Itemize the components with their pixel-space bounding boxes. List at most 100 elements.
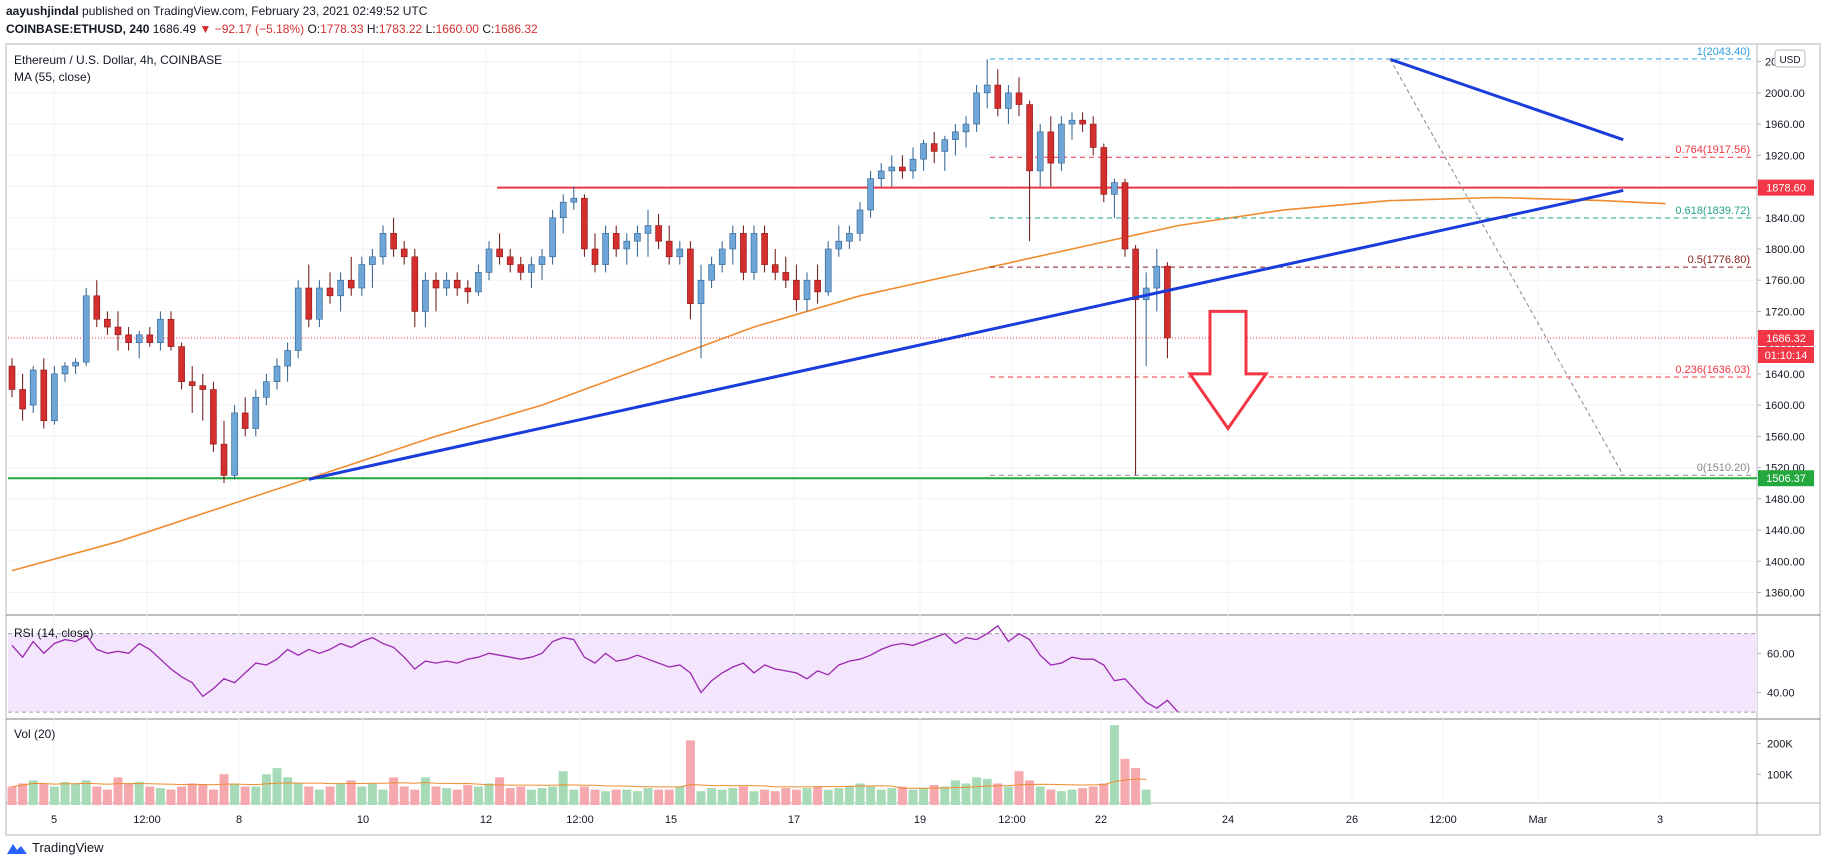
candle xyxy=(750,225,758,281)
volume-bar xyxy=(219,774,229,805)
open-value: 1778.33 xyxy=(320,22,364,36)
candle xyxy=(623,233,631,265)
volume-bar xyxy=(113,777,123,805)
candle-body xyxy=(559,201,567,219)
candle-body xyxy=(687,248,694,304)
candle xyxy=(920,139,927,171)
volume-bar xyxy=(738,786,748,805)
candle xyxy=(178,342,185,390)
candle xyxy=(528,256,535,289)
candle-body xyxy=(210,389,217,445)
candle xyxy=(983,59,991,109)
candle-body xyxy=(793,279,800,301)
candle xyxy=(1047,116,1055,187)
candle xyxy=(411,248,419,328)
last-price: 1686.49 xyxy=(152,22,197,36)
candle-body xyxy=(496,248,503,258)
volume-bar xyxy=(643,788,653,805)
ma55-line xyxy=(11,196,1666,572)
volume-bar xyxy=(71,783,81,805)
candle xyxy=(1153,248,1161,312)
fib-guide-line xyxy=(1389,58,1624,476)
volume-bar xyxy=(134,781,144,805)
volume-bar xyxy=(675,786,685,805)
volume-bar xyxy=(1046,789,1056,805)
candle xyxy=(1058,116,1065,171)
time-tick-label: Mar xyxy=(1529,814,1548,826)
volume-bar xyxy=(325,786,335,805)
candle-body xyxy=(188,381,196,386)
candle-body xyxy=(612,233,620,250)
candle-body xyxy=(157,318,164,343)
volume-bar xyxy=(39,783,49,805)
falling-trendline xyxy=(1389,57,1624,142)
candle-body xyxy=(1036,131,1044,172)
publish-info: aayushjindal published on TradingView.co… xyxy=(6,4,427,18)
candle-body xyxy=(390,233,397,250)
volume-bar xyxy=(1141,789,1151,805)
candle-body xyxy=(369,256,376,265)
volume-bar xyxy=(993,783,1003,805)
volume-bar xyxy=(378,789,388,805)
candle-body xyxy=(1058,123,1065,164)
candle xyxy=(581,194,588,257)
candle-body xyxy=(983,84,991,94)
candle xyxy=(19,373,26,421)
price-tick-label: 1480.00 xyxy=(1765,494,1805,506)
candle xyxy=(602,225,609,273)
candle xyxy=(782,256,790,289)
open-label: O: xyxy=(307,22,321,36)
candle-body xyxy=(231,412,238,476)
candle xyxy=(538,248,546,281)
volume-bar xyxy=(558,771,568,805)
volume-bar xyxy=(1088,786,1098,805)
candle-body xyxy=(411,256,419,312)
volume-bar xyxy=(781,788,791,805)
volume-bar xyxy=(81,780,91,805)
candle xyxy=(29,366,37,413)
candle-body xyxy=(549,217,556,258)
candle-body xyxy=(125,334,132,343)
candle xyxy=(93,280,101,328)
candle-body xyxy=(962,123,970,133)
candle-body xyxy=(835,240,843,250)
volume-bar xyxy=(823,789,833,805)
volume-bar xyxy=(516,786,526,805)
volume-bar xyxy=(622,789,632,805)
candle xyxy=(1111,178,1118,218)
candle-body xyxy=(241,412,249,429)
publisher-name[interactable]: aayushjindal xyxy=(6,4,79,18)
candle xyxy=(146,327,154,347)
fib-level-label: 0.236(1636.03) xyxy=(1675,364,1750,376)
rsi-indicator-label: RSI (14, close) xyxy=(14,626,93,640)
candle-body xyxy=(61,365,69,375)
candle xyxy=(697,264,705,359)
currency-button[interactable]: USD xyxy=(1774,49,1806,68)
candle xyxy=(390,217,397,257)
candle xyxy=(1121,178,1129,257)
candle xyxy=(941,135,949,171)
volume-bar xyxy=(1056,791,1066,805)
time-tick-label: 26 xyxy=(1346,814,1358,826)
volume-bar xyxy=(760,789,770,805)
volume-bar xyxy=(166,789,176,805)
candle-body xyxy=(1047,131,1055,164)
change-down-icon: ▼ xyxy=(199,22,212,36)
volume-bar xyxy=(897,786,907,805)
volume-bar xyxy=(802,788,812,805)
time-tick-label: 15 xyxy=(665,814,677,826)
candle-body xyxy=(475,272,482,293)
volume-bar xyxy=(336,783,346,805)
tradingview-brand: TradingView xyxy=(32,840,104,855)
candle xyxy=(952,124,959,156)
volume-bar xyxy=(1131,768,1141,805)
candle xyxy=(114,311,122,351)
volume-bar xyxy=(654,789,664,805)
candle-body xyxy=(1068,119,1076,125)
resistance-price-tag-bg xyxy=(1758,179,1814,196)
volume-bar xyxy=(1014,771,1024,805)
candle-body xyxy=(994,84,1002,109)
candle xyxy=(135,330,143,359)
candle-body xyxy=(337,279,344,297)
